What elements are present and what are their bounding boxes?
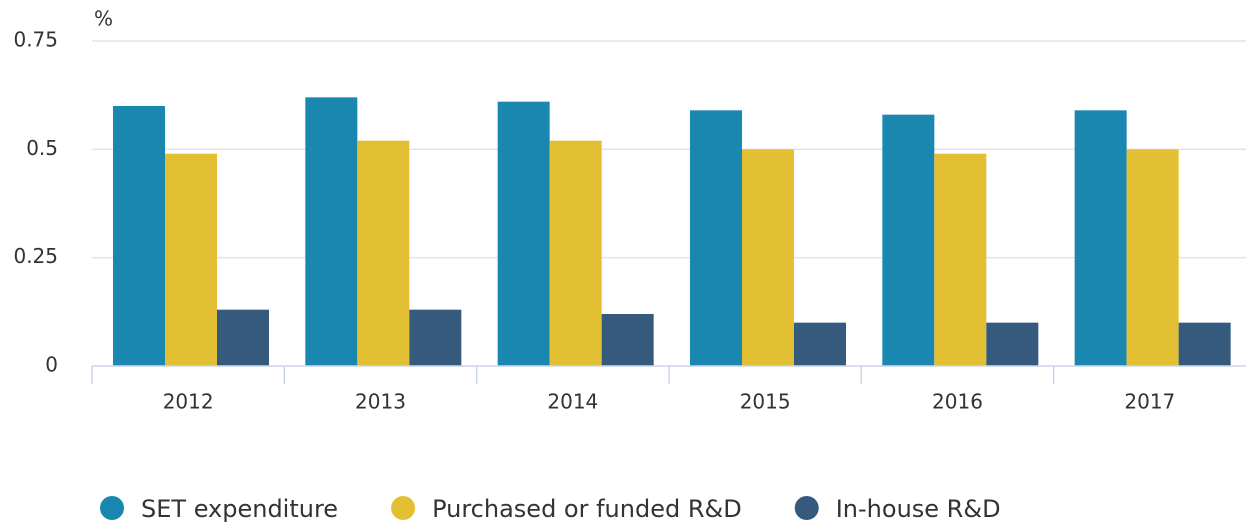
bar <box>549 140 602 366</box>
y-tick-label: 0.25 <box>13 244 58 268</box>
x-tick-label: 2012 <box>163 390 214 414</box>
bar <box>986 322 1039 366</box>
bar <box>690 110 742 366</box>
bar <box>217 309 269 366</box>
bar <box>1074 110 1127 366</box>
bar <box>1126 149 1179 366</box>
bar <box>165 153 217 366</box>
y-tick-label: 0.75 <box>13 28 58 52</box>
y-unit: % <box>94 7 113 31</box>
bar <box>497 101 550 367</box>
x-tick-label: 2015 <box>740 390 791 414</box>
bar <box>357 140 410 366</box>
bar <box>601 314 654 366</box>
y-tick-label: 0.5 <box>26 136 58 160</box>
x-tick-label: 2013 <box>355 390 406 414</box>
legend-marker <box>391 496 416 520</box>
legend-label: SET expenditure <box>141 495 338 522</box>
x-tick-label: 2017 <box>1124 390 1175 414</box>
legend-label: Purchased or funded R&D <box>432 495 742 522</box>
bar <box>1178 322 1231 366</box>
bar <box>113 106 165 366</box>
bar <box>409 309 462 366</box>
y-tick-label: 0 <box>45 353 58 377</box>
bar <box>305 97 358 366</box>
bar <box>742 149 794 366</box>
legend-marker <box>100 496 124 520</box>
bar <box>934 153 987 366</box>
bar <box>882 114 935 367</box>
x-tick-label: 2014 <box>547 390 598 414</box>
legend-label: In-house R&D <box>836 495 1001 522</box>
x-tick-label: 2016 <box>932 390 983 414</box>
bar <box>794 322 846 366</box>
legend-marker <box>794 496 819 520</box>
